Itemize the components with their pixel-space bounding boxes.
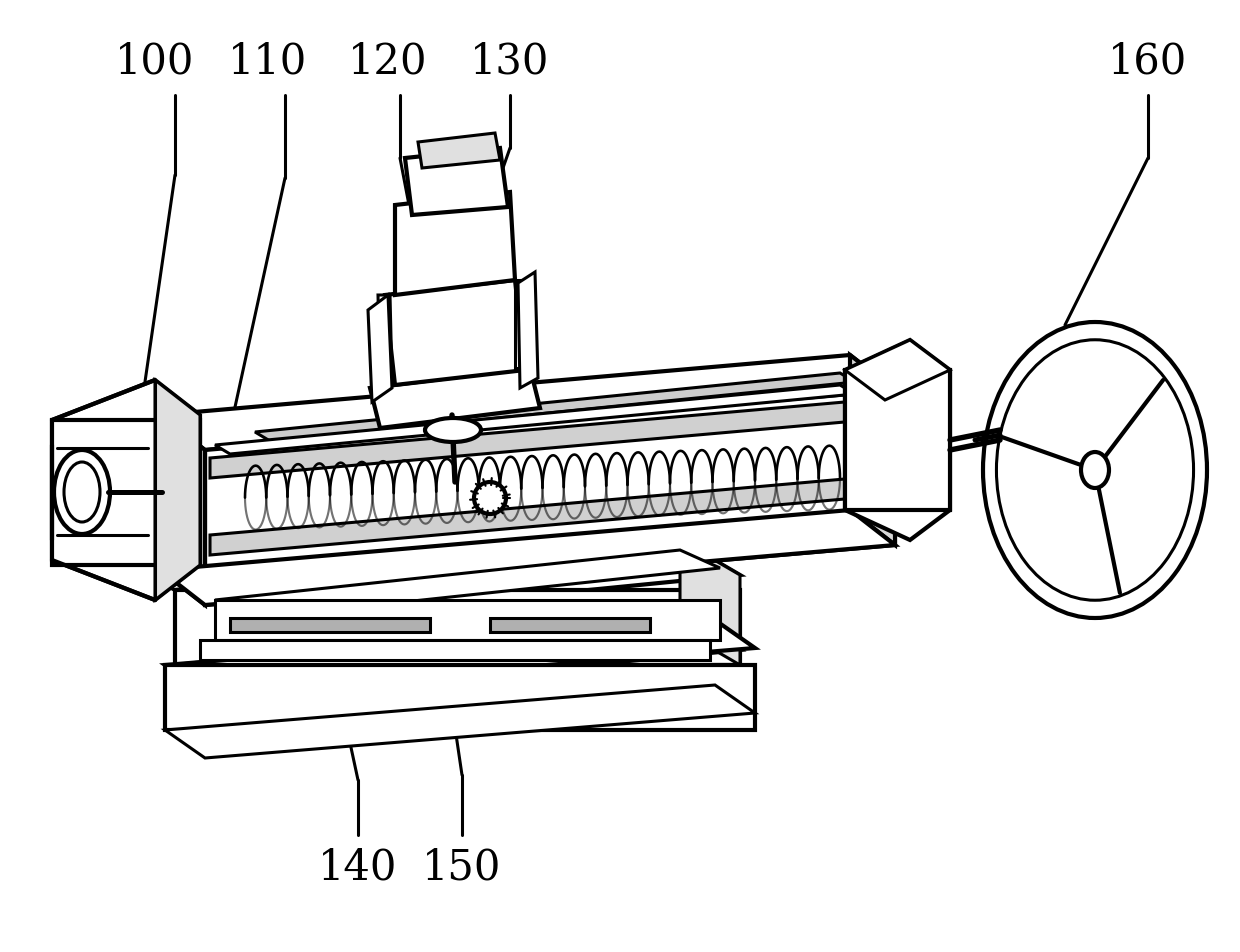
Ellipse shape bbox=[997, 340, 1194, 601]
Polygon shape bbox=[215, 550, 720, 618]
Polygon shape bbox=[515, 280, 525, 368]
Polygon shape bbox=[160, 510, 895, 605]
Polygon shape bbox=[370, 368, 539, 428]
Polygon shape bbox=[229, 618, 430, 632]
Polygon shape bbox=[844, 340, 950, 540]
Ellipse shape bbox=[64, 462, 100, 522]
Polygon shape bbox=[215, 385, 856, 454]
Polygon shape bbox=[165, 620, 755, 693]
Polygon shape bbox=[200, 640, 711, 660]
Text: 120: 120 bbox=[348, 41, 428, 83]
Polygon shape bbox=[175, 540, 740, 625]
Polygon shape bbox=[368, 295, 392, 402]
Ellipse shape bbox=[983, 322, 1207, 618]
Text: 140: 140 bbox=[319, 847, 398, 889]
Polygon shape bbox=[160, 415, 205, 605]
Text: 100: 100 bbox=[115, 41, 195, 83]
Polygon shape bbox=[52, 420, 200, 565]
Polygon shape bbox=[165, 665, 755, 730]
Polygon shape bbox=[215, 600, 720, 640]
Polygon shape bbox=[160, 355, 895, 450]
Ellipse shape bbox=[474, 482, 506, 514]
Polygon shape bbox=[418, 133, 500, 168]
Polygon shape bbox=[175, 615, 740, 700]
Ellipse shape bbox=[55, 450, 110, 534]
Polygon shape bbox=[155, 380, 200, 600]
Polygon shape bbox=[378, 295, 392, 380]
Ellipse shape bbox=[425, 418, 481, 442]
Polygon shape bbox=[518, 272, 538, 388]
Polygon shape bbox=[396, 192, 515, 295]
Polygon shape bbox=[52, 380, 200, 600]
Polygon shape bbox=[384, 280, 525, 385]
Polygon shape bbox=[205, 390, 895, 605]
Polygon shape bbox=[680, 540, 740, 665]
Polygon shape bbox=[255, 373, 856, 441]
Text: 130: 130 bbox=[470, 41, 549, 83]
Text: 110: 110 bbox=[228, 41, 308, 83]
Polygon shape bbox=[844, 370, 950, 510]
Polygon shape bbox=[405, 148, 508, 215]
Polygon shape bbox=[849, 355, 895, 545]
Polygon shape bbox=[165, 685, 755, 758]
Polygon shape bbox=[175, 590, 740, 665]
Polygon shape bbox=[844, 340, 950, 400]
Polygon shape bbox=[210, 475, 890, 555]
Ellipse shape bbox=[1081, 452, 1109, 488]
Polygon shape bbox=[210, 398, 890, 478]
Text: 160: 160 bbox=[1109, 41, 1188, 83]
Text: 150: 150 bbox=[423, 847, 502, 889]
Polygon shape bbox=[490, 618, 650, 632]
